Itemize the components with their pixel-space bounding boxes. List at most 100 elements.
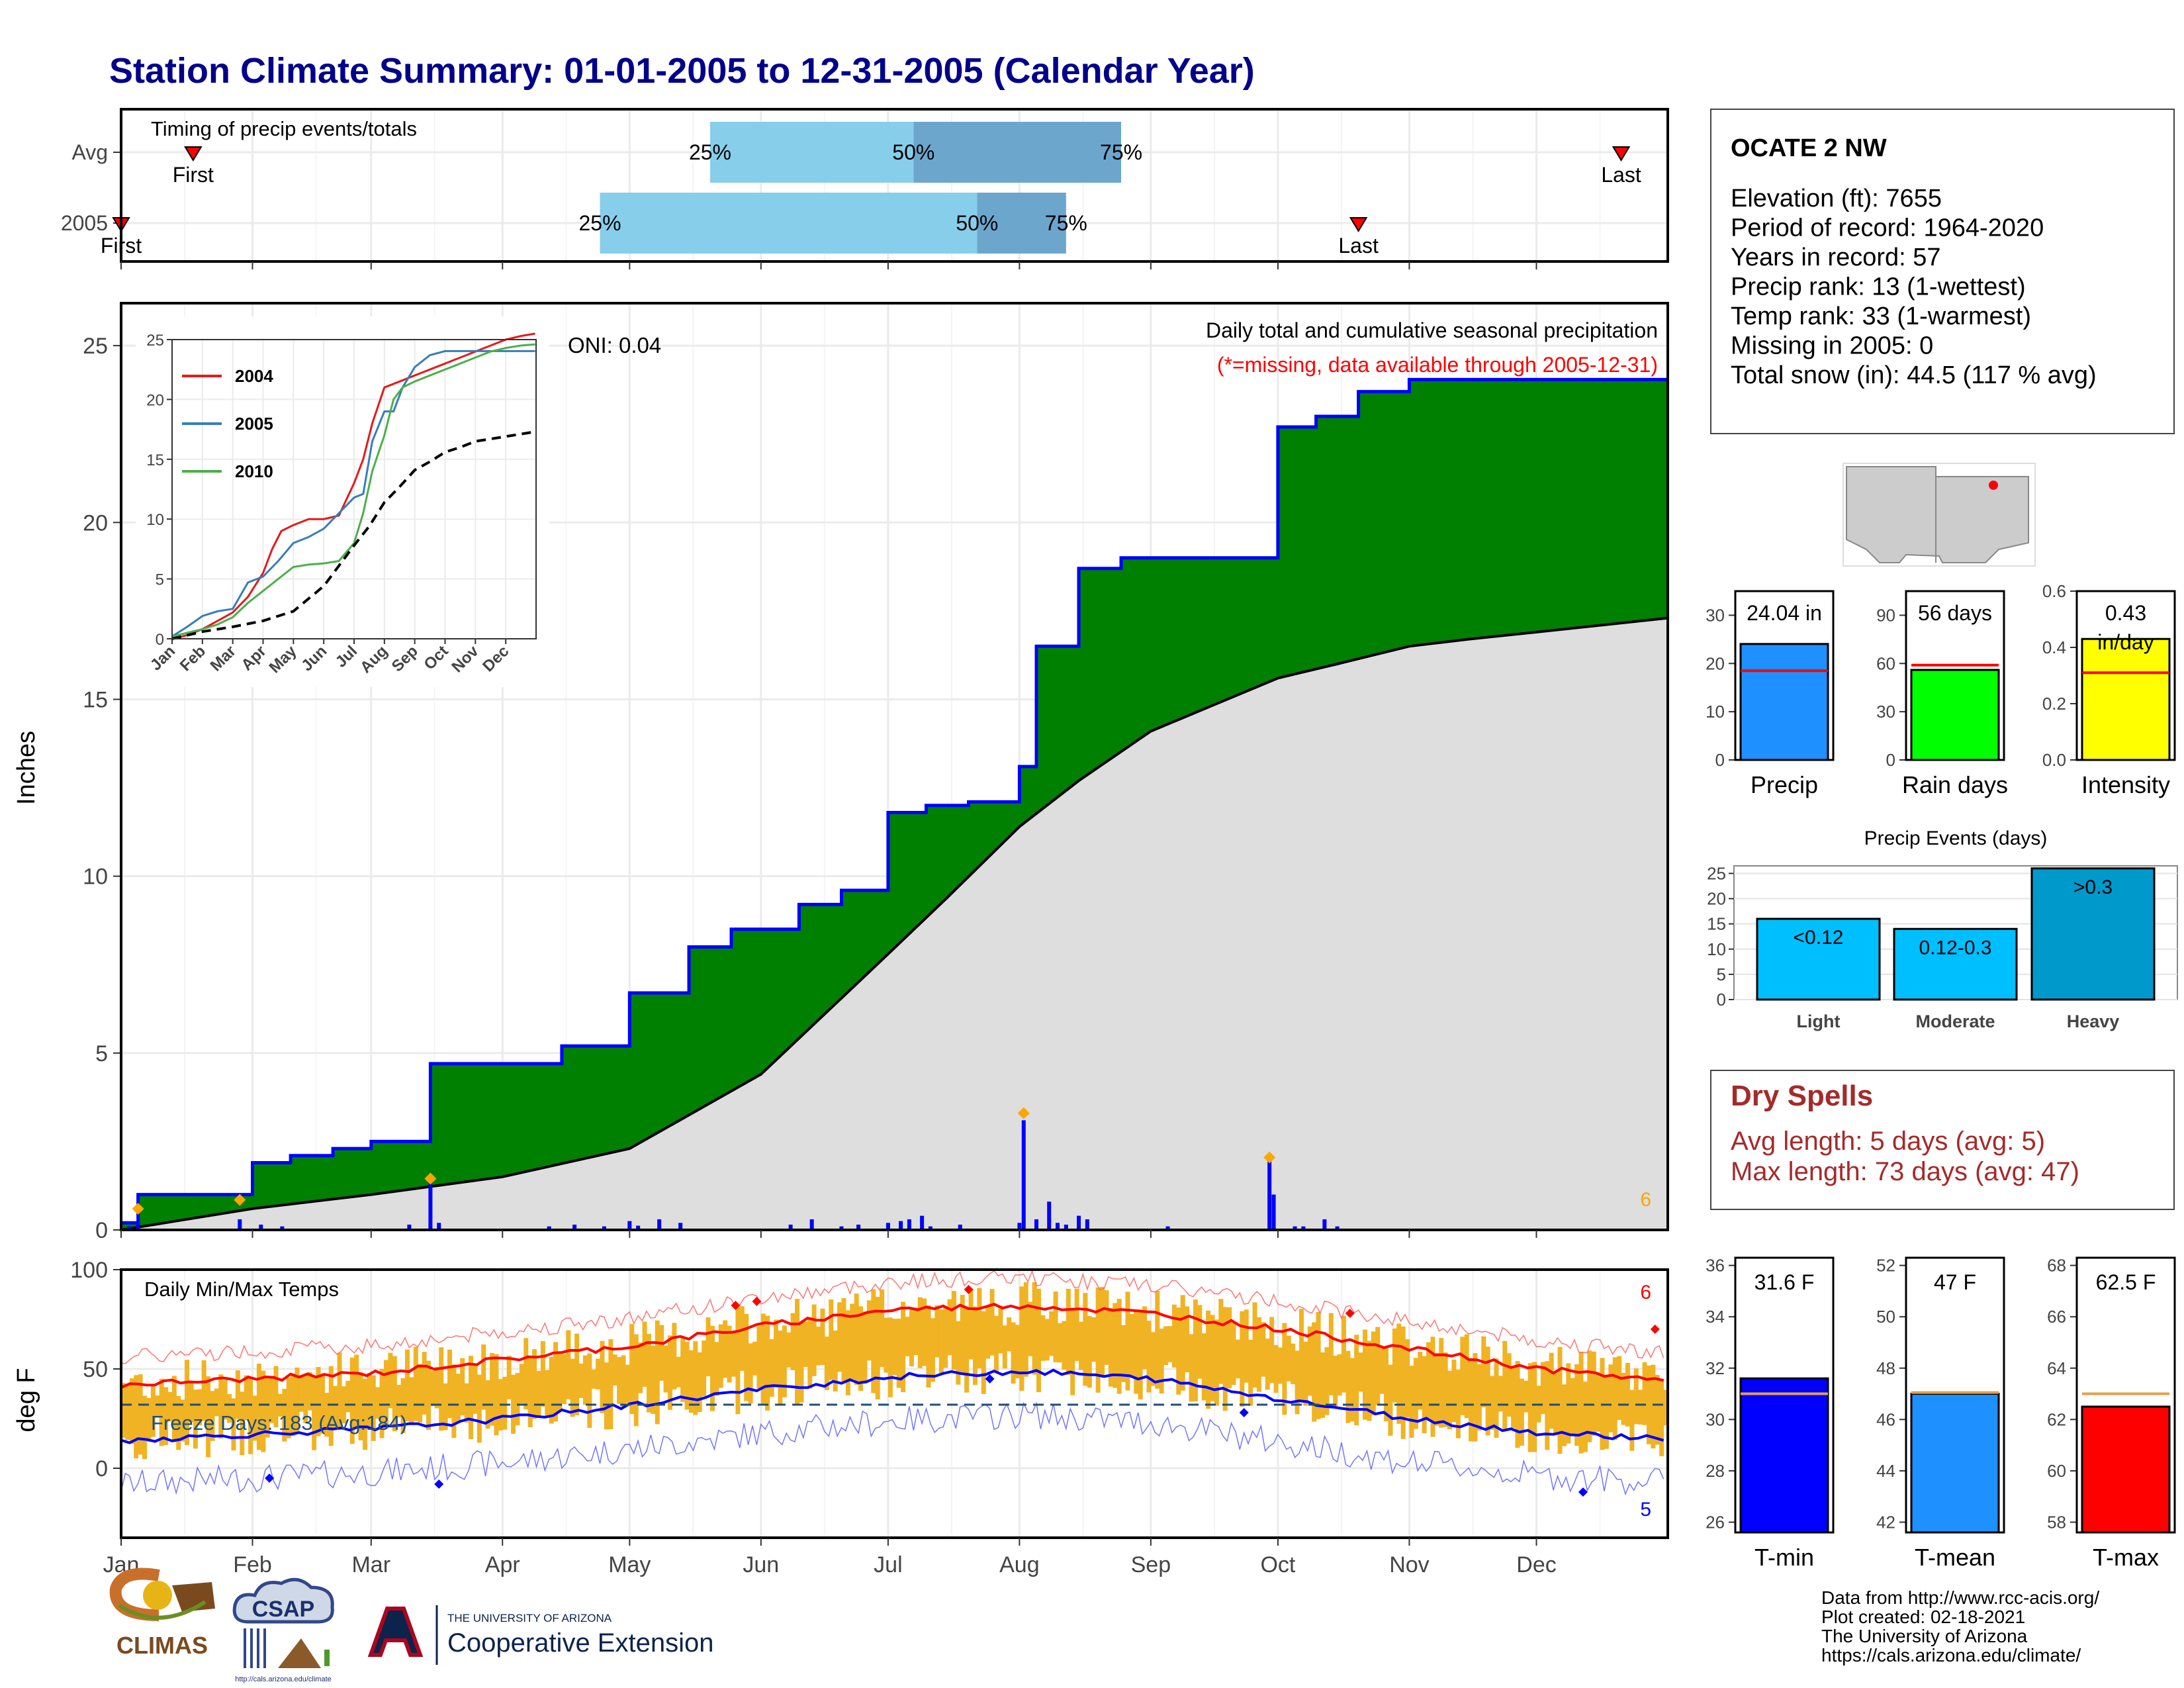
daily-temp-bar: [193, 1389, 198, 1449]
arizona-newmexico-shape: [1846, 466, 2029, 563]
daily-temp-bar: [159, 1378, 164, 1446]
daily-temp-bar: [875, 1297, 880, 1400]
climas-logo: CLIMAS: [109, 1568, 215, 1659]
daily-precip-bar: [856, 1224, 861, 1230]
temp-min-count: 5: [1640, 1499, 1651, 1521]
daily-temp-bar: [934, 1305, 940, 1358]
daily-temp-bar: [341, 1386, 346, 1424]
daily-temp-bar: [392, 1356, 397, 1432]
daily-temp-bar: [155, 1395, 160, 1418]
daily-temp-bar: [167, 1391, 173, 1422]
stat-ytick-label: 60: [2047, 1461, 2066, 1481]
daily-temp-bar: [1663, 1389, 1668, 1426]
daily-precip-bar: [1322, 1219, 1327, 1230]
daily-temp-bar: [1629, 1389, 1635, 1451]
daily-temp-bar: [409, 1377, 414, 1423]
daily-temp-bar: [1218, 1299, 1224, 1384]
daily-temp-bar: [1282, 1323, 1287, 1415]
daily-temp-bar: [718, 1324, 723, 1388]
stat-ytick-label: 0.4: [2042, 637, 2066, 657]
stat-bar-intensity: [2081, 637, 2171, 761]
daily-temp-bar: [735, 1307, 741, 1415]
precip-corner-count: 6: [1640, 1189, 1651, 1211]
daily-temp-bar: [587, 1353, 592, 1429]
daily-temp-bar: [756, 1325, 762, 1389]
daily-temp-bar: [1426, 1342, 1432, 1421]
daily-temp-bar: [291, 1374, 296, 1436]
daily-temp-bar: [1418, 1352, 1423, 1410]
daily-precip-bar: [1267, 1159, 1272, 1230]
daily-temp-bar: [176, 1395, 181, 1450]
daily-temp-bar: [1189, 1334, 1194, 1402]
daily-temp-bar: [1125, 1291, 1130, 1391]
daily-temp-bar: [790, 1313, 796, 1370]
daily-temp-bar: [667, 1335, 672, 1410]
daily-temp-bar: [469, 1356, 474, 1440]
daily-temp-bar: [261, 1370, 266, 1452]
daily-precip-bar: [1021, 1120, 1026, 1230]
temp-ytick-label: 0: [95, 1456, 108, 1481]
stat-ytick-label: 50: [1876, 1307, 1895, 1327]
daily-temp-bar: [180, 1399, 185, 1442]
daily-temp-bar: [400, 1378, 406, 1434]
daily-temp-bar: [880, 1289, 885, 1368]
daily-temp-bar: [1587, 1350, 1592, 1442]
stat-category-label: T-min: [1754, 1544, 1814, 1571]
daily-temp-bar: [1469, 1359, 1474, 1442]
daily-temp-bar: [1197, 1305, 1203, 1379]
daily-temp-bar: [596, 1358, 601, 1390]
daily-temp-bar: [1371, 1331, 1376, 1416]
daily-temp-bar: [833, 1330, 838, 1391]
daily-temp-bar: [1582, 1382, 1588, 1452]
daily-temp-bar: [578, 1363, 584, 1398]
daily-temp-bar: [1434, 1352, 1439, 1426]
daily-temp-bar: [1019, 1286, 1024, 1391]
daily-temp-bar: [375, 1387, 381, 1419]
dry-spells-max: Max length: 73 days (avg: 47): [1731, 1157, 2079, 1186]
inset-ytick-label: 25: [146, 332, 164, 350]
daily-temp-bar: [1477, 1364, 1482, 1430]
daily-temp-bar: [235, 1370, 240, 1419]
daily-temp-bar: [189, 1382, 194, 1423]
daily-temp-bar: [1566, 1363, 1571, 1444]
precip-panel-title: Daily total and cumulative seasonal prec…: [1206, 318, 1658, 342]
daily-temp-bar: [434, 1366, 439, 1409]
stat-ytick-label: 44: [1876, 1461, 1895, 1481]
stat-ytick-label: 48: [1876, 1358, 1895, 1378]
daily-temp-bar: [1083, 1293, 1088, 1386]
inset-frame: [171, 339, 537, 639]
record-temp-marker: [265, 1474, 275, 1483]
footer-line: The University of Arizona: [1821, 1626, 2028, 1646]
temp-stats: 26 28 30 32 34 36 31.6 F T-min 42 44 46 48 50 52 47 F T…: [1706, 1256, 2176, 1571]
extreme-event-marker: [234, 1194, 246, 1206]
daily-temp-bar: [1058, 1323, 1063, 1363]
daily-precip-bar: [907, 1219, 911, 1230]
stat-ytick-label: 10: [1706, 702, 1725, 722]
precip-events-category: Heavy: [2067, 1011, 2120, 1031]
daily-temp-bar: [1240, 1311, 1245, 1407]
inset-series-line-2010: [171, 343, 535, 637]
month-label: Jun: [743, 1552, 779, 1577]
daily-temp-bar: [723, 1320, 728, 1378]
daily-temp-bar: [960, 1295, 965, 1374]
daily-precip-bar: [920, 1215, 925, 1230]
daily-temp-bar: [1604, 1377, 1609, 1449]
precip-events-ytick-label: 5: [1717, 964, 1726, 984]
daily-temp-bar: [841, 1298, 846, 1382]
daily-precip-bar: [407, 1224, 412, 1230]
footer-line: Data from http://www.rcc-acis.org/: [1821, 1587, 2099, 1608]
daily-temp-bar: [1091, 1317, 1097, 1362]
daily-temp-bar: [803, 1321, 808, 1367]
stat-category-label: Intensity: [2081, 771, 2170, 798]
extreme-event-marker: [1263, 1151, 1276, 1164]
daily-temp-bar: [591, 1369, 596, 1389]
daily-temp-bar: [731, 1333, 736, 1377]
daily-temp-bar: [582, 1355, 588, 1405]
station-info-line: Elevation (ft): 7655: [1731, 185, 1942, 212]
station-info-line: Missing in 2005: 0: [1731, 332, 1933, 360]
stat-ytick-label: 30: [1876, 702, 1895, 722]
daily-temp-bar: [1612, 1357, 1617, 1440]
daily-temp-bar: [663, 1345, 668, 1393]
